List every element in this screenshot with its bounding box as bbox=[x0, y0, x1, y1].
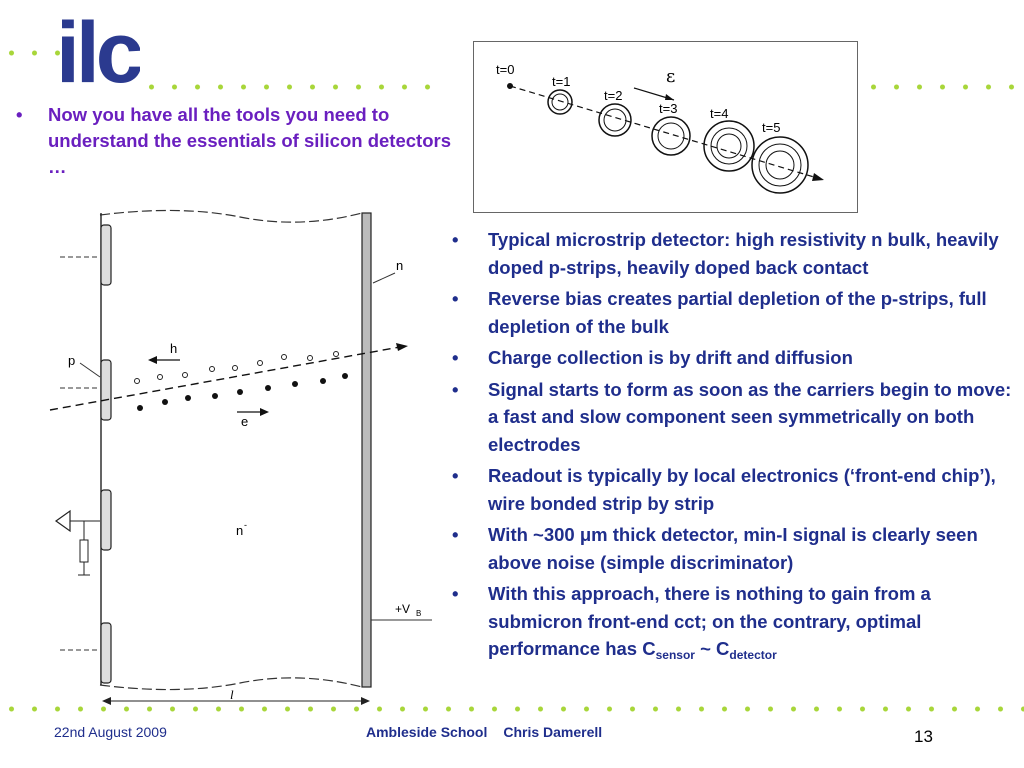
bullet-item: Readout is typically by local electronic… bbox=[452, 462, 1018, 517]
intro-list: Now you have all the tools you need to u… bbox=[14, 102, 454, 180]
bullet-text-mid: ~ C bbox=[694, 638, 730, 659]
electron-label: e bbox=[241, 414, 248, 429]
bullet-item: With ~300 μm thick detector, min-I signa… bbox=[452, 521, 1018, 576]
detector-subscript: detector bbox=[729, 648, 777, 662]
time-label-4: t=4 bbox=[710, 106, 728, 121]
microstrip-detector-diagram: h e n p n - +V B l bbox=[49, 209, 432, 705]
bias-label-sub: B bbox=[416, 609, 421, 618]
page-number: 13 bbox=[914, 727, 933, 746]
bullet-item: Typical microstrip detector: high resist… bbox=[452, 226, 1018, 281]
field-label: ε bbox=[666, 66, 675, 87]
top-dot-row bbox=[140, 84, 440, 90]
time-label-0: t=0 bbox=[496, 62, 514, 77]
bulk-label: n bbox=[236, 523, 243, 538]
time-label-2: t=2 bbox=[604, 88, 622, 103]
bias-label: +V bbox=[395, 602, 410, 616]
ilc-logo: ilc bbox=[56, 6, 140, 90]
intro-bullet: Now you have all the tools you need to u… bbox=[14, 102, 454, 180]
hole-label: h bbox=[170, 341, 177, 356]
bulk-label-sup: - bbox=[244, 520, 247, 530]
bottom-dot-row bbox=[0, 706, 1024, 712]
top-dot-row-left bbox=[0, 50, 60, 56]
sensor-subscript: sensor bbox=[655, 648, 695, 662]
charge-cloud-diagram: t=0 t=1 t=2 t=3 t=4 t=5 ε bbox=[473, 41, 858, 213]
footer-date: 22nd August 2009 bbox=[54, 724, 167, 740]
top-dot-row-right bbox=[862, 84, 1024, 90]
charge-cloud-svg: t=0 t=1 t=2 t=3 t=4 t=5 ε bbox=[496, 62, 825, 194]
p-strip-label: p bbox=[68, 353, 75, 368]
bullet-item: Reverse bias creates partial depletion o… bbox=[452, 285, 1018, 340]
time-label-1: t=1 bbox=[552, 74, 570, 89]
bullet-item: Charge collection is by drift and diffus… bbox=[452, 344, 1018, 372]
time-label-3: t=3 bbox=[659, 101, 677, 116]
bullet-text: With this approach, there is nothing to … bbox=[488, 583, 931, 659]
main-bullet-list: Typical microstrip detector: high resist… bbox=[452, 226, 1018, 667]
footer-center: Ambleside School Chris Damerell bbox=[366, 724, 602, 740]
bullet-item: Signal starts to form as soon as the car… bbox=[452, 376, 1018, 459]
bullet-item-capacitance: With this approach, there is nothing to … bbox=[452, 580, 1018, 663]
n-plus-label: n bbox=[396, 258, 403, 273]
footer-author: Chris Damerell bbox=[503, 724, 603, 740]
logo-text: ilc bbox=[56, 6, 140, 90]
length-label: l bbox=[230, 687, 234, 702]
time-label-5: t=5 bbox=[762, 120, 780, 135]
footer-school: Ambleside School bbox=[366, 724, 488, 740]
